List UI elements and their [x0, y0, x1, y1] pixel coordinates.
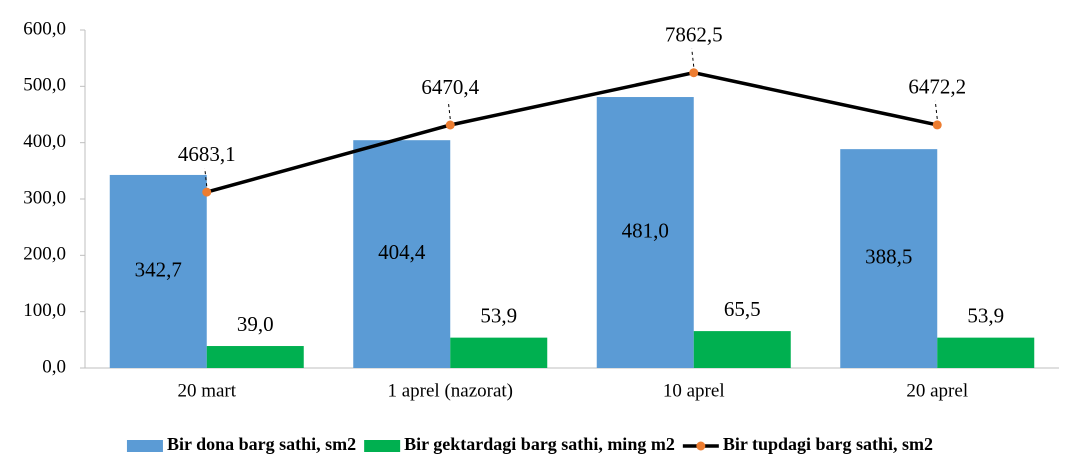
legend-label: Bir gektardagi barg sathi, ming m2	[404, 434, 675, 454]
legend-swatch	[126, 440, 163, 452]
marker	[202, 187, 212, 197]
y-tick-label: 0,0	[42, 356, 66, 377]
bar	[206, 346, 304, 368]
bar	[693, 331, 791, 368]
y-tick-label: 600,0	[23, 18, 66, 39]
bar	[353, 140, 451, 368]
y-tick-label: 400,0	[23, 131, 66, 152]
y-tick-label: 200,0	[23, 244, 66, 265]
bar	[840, 149, 938, 368]
legend-label: Bir tupdagi barg sathi, sm2	[723, 434, 933, 454]
data-label: 65,5	[724, 297, 761, 321]
data-label: 342,7	[135, 257, 182, 281]
marker	[445, 120, 455, 130]
leader-line	[934, 100, 938, 119]
x-tick-label: 20 mart	[177, 380, 236, 401]
line	[206, 70, 938, 194]
data-label: 53,9	[480, 303, 517, 327]
data-label: 481,0	[622, 218, 669, 242]
y-tick-label: 500,0	[23, 75, 66, 96]
x-tick-label: 10 aprel	[663, 380, 725, 401]
data-label: 404,4	[378, 240, 426, 264]
y-tick-label: 100,0	[23, 300, 66, 321]
bar	[596, 97, 694, 368]
bar	[109, 174, 207, 368]
leader-line	[691, 48, 695, 67]
data-label: 39,0	[237, 312, 274, 336]
data-label: 7862,5	[665, 23, 723, 47]
legend-swatch	[364, 440, 401, 452]
bar	[450, 337, 548, 368]
leader-line	[447, 100, 451, 120]
x-tick-label: 20 aprel	[906, 380, 968, 401]
data-label: 53,9	[967, 303, 1004, 327]
y-tick-label: 300,0	[23, 187, 66, 208]
data-label: 4683,1	[178, 142, 236, 166]
data-label: 388,5	[865, 244, 912, 268]
marker	[689, 68, 699, 78]
legend-marker	[696, 441, 706, 451]
marker	[932, 120, 942, 130]
legend-label: Bir dona barg sathi, sm2	[167, 434, 356, 454]
bar	[937, 337, 1035, 368]
data-label: 6472,2	[908, 75, 966, 99]
x-tick-label: 1 aprel (nazorat)	[387, 380, 513, 401]
data-label: 6470,4	[421, 75, 479, 99]
